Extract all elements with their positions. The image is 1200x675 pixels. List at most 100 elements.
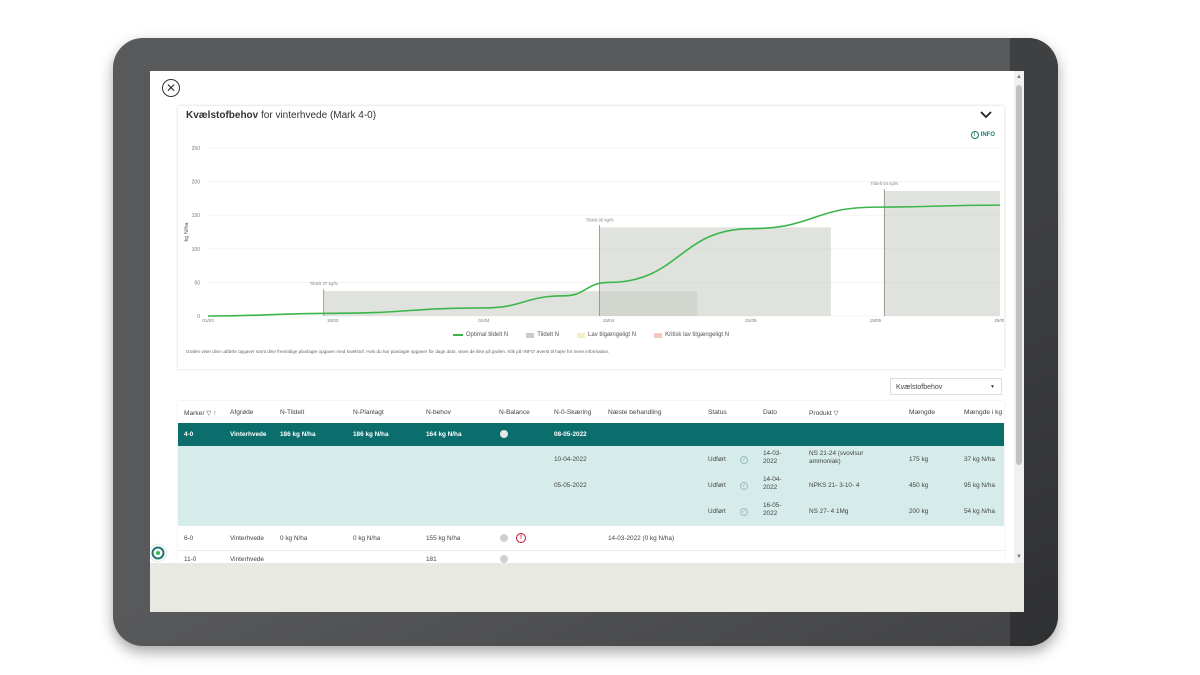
cell-nskaering: 08-05-2022 xyxy=(554,431,587,438)
cell-nplanlagt: 186 kg N/ha xyxy=(353,431,389,438)
legend-item-lav: Lav tilgængeligt N xyxy=(577,332,636,338)
detail-maengde-kg: 95 kg N/ha xyxy=(964,482,995,489)
cell-nbehov: 155 kg N/ha xyxy=(426,535,461,542)
legend-item-tildelt: Tildelt N xyxy=(526,332,559,338)
assistant-button[interactable] xyxy=(150,545,166,561)
x-tick-label: 29/05 xyxy=(994,318,1004,323)
detail-status: Udført xyxy=(708,508,726,515)
optimal-n-line xyxy=(207,204,1001,317)
detail-status: Udført xyxy=(708,456,726,463)
filter-icon[interactable]: ▽ xyxy=(833,410,839,417)
table-row-selected[interactable]: 4-0 Vinterhvede 186 kg N/ha 186 kg N/ha … xyxy=(178,423,1004,446)
cell-nbehov: 181 xyxy=(426,556,437,563)
cell-ntildelt: 0 kg N/ha xyxy=(280,535,308,542)
scroll-down-icon[interactable]: ▼ xyxy=(1016,554,1022,560)
table-row-details: 10-04-2022 Udført ✓ 14-03-2022 NS 21-24 … xyxy=(178,446,1004,526)
legend-item-kritisk: Kritisk lav tilgængeligt N xyxy=(654,332,729,338)
chart-legend: Optimal tildelt N Tildelt N Lav tilgænge… xyxy=(178,332,1004,338)
column-header-ntildelt[interactable]: N-Tildelt xyxy=(280,409,305,416)
scrollbar-thumb[interactable] xyxy=(1016,85,1022,465)
check-circle-icon: ✓ xyxy=(740,482,748,490)
column-header-dato[interactable]: Dato xyxy=(763,409,777,416)
tildelt-area xyxy=(599,227,831,316)
nitrogen-chart-card: Kvælstofbehov for vinterhvede (Mark 4-0)… xyxy=(178,106,1004,369)
legend-swatch-tildelt xyxy=(526,332,535,338)
column-header-nbalance[interactable]: N-Balance xyxy=(499,409,530,416)
y-axis-label: kg N/ha xyxy=(184,222,190,242)
column-header-maengde-kg[interactable]: Mængde i kg xyxy=(964,409,1003,416)
y-tick-label: 0 xyxy=(197,314,200,320)
column-header-naeste[interactable]: Næste behandling xyxy=(608,409,662,416)
card-title-rest: for vinterhvede (Mark 4-0) xyxy=(258,110,377,121)
detail-status: Udført xyxy=(708,482,726,489)
x-tick-label: 01/05 xyxy=(745,318,757,323)
application-label: Tildelt 95 kg/N xyxy=(586,217,614,222)
balance-dot xyxy=(500,430,508,438)
y-tick-label: 150 xyxy=(192,213,201,219)
app-window: ✕ Kvælstofbehov for vinterhvede (Mark 4-… xyxy=(150,71,1024,563)
view-select-value: Kvælstofbehov xyxy=(896,384,943,391)
balance-dot xyxy=(500,555,508,563)
detail-dato: 14-03-2022 xyxy=(763,450,782,465)
warning-icon: ! xyxy=(516,533,526,543)
column-header-afgrode[interactable]: Afgrøde xyxy=(230,409,254,416)
legend-label-lav: Lav tilgængeligt N xyxy=(588,332,637,338)
card-title: Kvælstofbehov for vinterhvede (Mark 4-0) xyxy=(186,110,376,121)
cell-nplanlagt: 0 kg N/ha xyxy=(353,535,381,542)
info-label: INFO xyxy=(980,132,995,138)
fields-table: Marker ▽ ↑ Afgrøde N-Tildelt N-Planlagt … xyxy=(178,401,1004,563)
y-tick-label: 250 xyxy=(192,146,201,152)
view-select[interactable]: Kvælstofbehov ▼ xyxy=(890,378,1002,395)
legend-swatch-optimal xyxy=(452,334,463,336)
column-header-status[interactable]: Status xyxy=(708,409,727,416)
filter-icon[interactable]: ▽ xyxy=(206,410,212,417)
cell-marker: 6-0 xyxy=(184,535,194,542)
cell-marker: 4-0 xyxy=(184,431,194,438)
cell-afgrode: Vinterhvede xyxy=(230,556,264,563)
detail-nskaering: 05-05-2022 xyxy=(554,482,587,489)
cell-ntildelt: 186 kg N/ha xyxy=(280,431,316,438)
cell-afgrode: Vinterhvede xyxy=(230,535,264,542)
info-icon: i xyxy=(970,131,979,139)
column-header-maengde[interactable]: Mængde xyxy=(909,409,936,416)
y-tick-label: 200 xyxy=(192,180,201,186)
sort-icon[interactable]: ↑ xyxy=(213,410,217,417)
check-circle-icon: ✓ xyxy=(740,456,748,464)
close-button[interactable]: ✕ xyxy=(162,79,180,97)
vertical-scrollbar[interactable]: ▲ ▼ xyxy=(1014,71,1024,563)
tablet-screen: ✕ Kvælstofbehov for vinterhvede (Mark 4-… xyxy=(150,71,1024,612)
detail-maengde-kg: 54 kg N/ha xyxy=(964,508,995,515)
scroll-up-icon[interactable]: ▲ xyxy=(1016,74,1022,80)
x-tick-label: 01/03 xyxy=(202,318,214,323)
card-title-bold: Kvælstofbehov xyxy=(186,110,259,121)
column-header-nbehov[interactable]: N-behov xyxy=(426,409,451,416)
column-header-nskaering[interactable]: N-0-Skæring xyxy=(554,409,592,416)
cell-naeste: 14-03-2022 (0 kg N/ha) xyxy=(608,535,675,542)
detail-dato: 16-05-2022 xyxy=(763,502,782,517)
info-link[interactable]: i INFO xyxy=(970,131,995,139)
table-row[interactable]: 11-0 Vinterhvede 181 xyxy=(178,550,1004,563)
y-tick-label: 50 xyxy=(194,280,200,286)
detail-produkt: NPKS 21- 3-10- 4 xyxy=(809,482,860,489)
x-tick-label: 01/04 xyxy=(478,318,490,323)
x-tick-label: 15/05 xyxy=(870,318,882,323)
x-tick-label: 15/03 xyxy=(327,318,339,323)
legend-label-optimal: Optimal tildelt N xyxy=(465,332,509,338)
detail-produkt: NS 21-24 (svovlsur ammoniak) xyxy=(809,450,864,465)
detail-maengde-kg: 37 kg N/ha xyxy=(964,456,995,463)
tablet-frame: ✕ Kvælstofbehov for vinterhvede (Mark 4-… xyxy=(113,38,1058,646)
detail-dato: 14-04-2022 xyxy=(763,476,782,491)
detail-maengde: 175 kg xyxy=(909,456,929,463)
table-row[interactable]: 6-0 Vinterhvede 0 kg N/ha 0 kg N/ha 155 … xyxy=(178,526,1004,551)
balance-dot xyxy=(500,534,508,542)
column-header-marker[interactable]: Marker ▽ ↑ xyxy=(184,410,217,417)
column-header-produkt[interactable]: Produkt ▽ xyxy=(809,410,839,417)
detail-produkt: NS 27- 4 1Mg xyxy=(809,508,849,515)
legend-label-kritisk: Kritisk lav tilgængeligt N xyxy=(665,332,730,338)
application-label: Tildelt 37 kg/N xyxy=(310,281,338,286)
legend-swatch-lav xyxy=(577,332,586,338)
x-tick-label: 15/04 xyxy=(603,318,615,323)
chevron-down-icon[interactable] xyxy=(980,110,992,120)
column-header-nplanlagt[interactable]: N-Planlagt xyxy=(353,409,384,416)
chevron-down-icon: ▼ xyxy=(990,384,995,390)
